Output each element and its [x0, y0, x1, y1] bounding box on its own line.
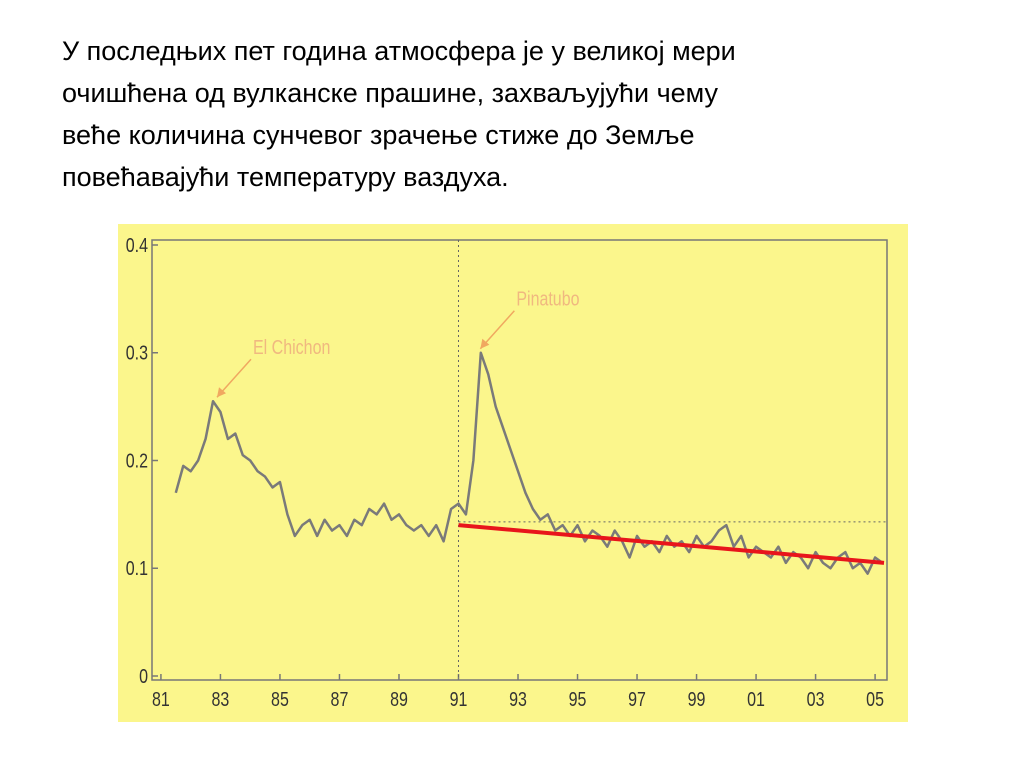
x-tick-label: 95 [569, 688, 587, 710]
text-line: веће количина сунчевог зрачење стиже до … [62, 120, 695, 150]
chart-background [118, 224, 908, 722]
text-line: очишћена од вулканске прашине, захваљују… [62, 78, 719, 108]
x-tick-label: 97 [628, 688, 646, 710]
annotation-arrowhead [217, 387, 227, 398]
data-line [458, 523, 885, 565]
y-tick-label: 0.2 [126, 450, 148, 472]
annotation-text: El Chichon [253, 337, 330, 359]
x-tick-label: 03 [807, 688, 825, 710]
x-tick-label: 83 [212, 688, 230, 710]
x-tick-label: 81 [152, 688, 170, 710]
y-tick-label: 0.3 [126, 342, 148, 364]
annotation-arrowhead [480, 338, 490, 349]
x-tick-label: 05 [866, 688, 884, 710]
x-tick-label: 85 [271, 688, 289, 710]
paragraph: У последњих пет година атмосфера је у ве… [62, 30, 736, 198]
x-tick-label: 93 [509, 688, 527, 710]
x-tick-label: 99 [688, 688, 706, 710]
x-tick-label: 87 [331, 688, 349, 710]
y-tick-label: 0.1 [126, 558, 148, 580]
y-tick-label: 0.4 [126, 234, 148, 256]
annotation-text: Pinatubo [516, 288, 579, 310]
text-line: У последњих пет година атмосфера је у ве… [62, 36, 736, 66]
x-tick-label: 01 [747, 688, 765, 710]
x-tick-label: 89 [390, 688, 408, 710]
text-line: повећавајући температуру ваздуха. [62, 162, 509, 192]
y-tick-label: 0 [139, 665, 148, 687]
x-tick-label: 91 [450, 688, 468, 710]
